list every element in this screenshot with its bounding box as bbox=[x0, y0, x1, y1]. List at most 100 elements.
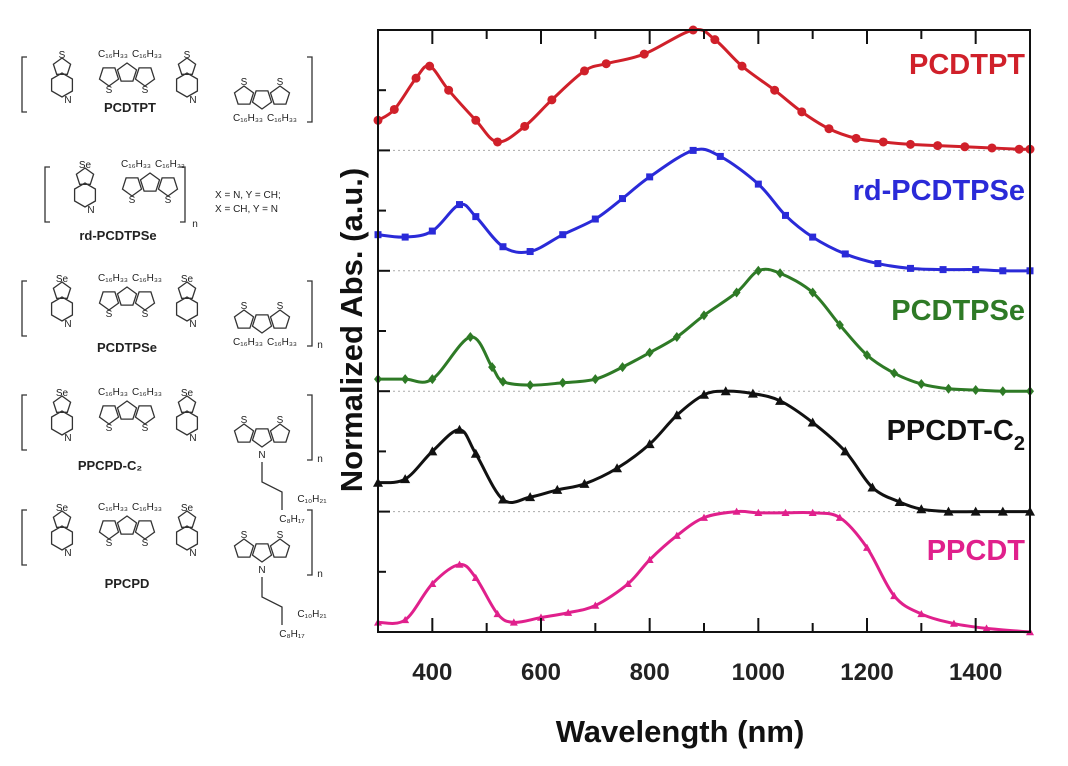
thiophene-ring bbox=[134, 291, 156, 311]
alkyl-chain-label: C₁₆H₃₃ bbox=[98, 387, 128, 398]
data-point bbox=[537, 613, 545, 621]
pyridine-ring bbox=[175, 525, 199, 551]
thiophene-ring bbox=[269, 423, 291, 443]
chalcogenadiazole-ring bbox=[52, 57, 72, 75]
data-point bbox=[552, 484, 563, 494]
sulfur-label: S bbox=[142, 309, 149, 320]
alkyl-chain-bond bbox=[261, 577, 283, 625]
series-label: rd-PCDTPSe bbox=[853, 175, 1025, 207]
data-point bbox=[808, 287, 817, 298]
data-point bbox=[754, 265, 763, 276]
data-point bbox=[933, 141, 943, 151]
data-point bbox=[645, 347, 654, 358]
sulfur-label: S bbox=[277, 530, 284, 541]
axis-ticks bbox=[378, 30, 1031, 632]
heteroatom-label: Se bbox=[56, 274, 69, 285]
spectrum-line bbox=[377, 509, 1031, 634]
cyclopentadiene-ring bbox=[251, 314, 273, 334]
data-point bbox=[944, 383, 953, 394]
pyridine-ring bbox=[50, 72, 74, 98]
polymer-bracket bbox=[307, 56, 313, 123]
data-point bbox=[809, 233, 817, 241]
series-pcdtpse bbox=[374, 265, 1034, 397]
data-point bbox=[747, 388, 758, 398]
pyridine-ring bbox=[175, 410, 199, 436]
data-point bbox=[454, 424, 465, 434]
series-ppcdt bbox=[374, 507, 1034, 636]
data-point bbox=[917, 609, 926, 618]
data-point bbox=[411, 73, 421, 83]
data-point bbox=[526, 380, 535, 391]
data-point bbox=[591, 215, 599, 223]
data-point bbox=[960, 142, 970, 152]
sulfur-label: S bbox=[241, 301, 248, 312]
pyridine-ring bbox=[175, 296, 199, 322]
series-rd-pcdtpse bbox=[374, 146, 1034, 275]
data-point bbox=[916, 504, 927, 514]
data-point bbox=[564, 608, 573, 616]
repeat-subscript: n bbox=[317, 340, 323, 351]
data-point bbox=[428, 227, 436, 235]
alkyl-chain-label: C₁₆H₃₃ bbox=[98, 502, 128, 513]
alkyl-chain-label: C₁₆H₃₃ bbox=[98, 273, 128, 284]
x-tick-labels: 400 600 800 1000 1200 1400 bbox=[412, 659, 1002, 686]
chalcogenadiazole-ring bbox=[177, 57, 197, 75]
structure-pcdtpt: S N S S C₁₆H₃₃ C₁₆H₃₃ S N S S C₁₆H₃₃ C₁₆H₃₃ PCDTPT bbox=[21, 49, 313, 124]
data-point bbox=[623, 579, 632, 588]
chalcogenadiazole-ring bbox=[75, 167, 95, 185]
thiophene-ring bbox=[269, 85, 291, 105]
thiophene-ring bbox=[134, 520, 156, 540]
data-point bbox=[493, 609, 502, 618]
data-point bbox=[612, 463, 623, 473]
series-label: PCDTPSe bbox=[891, 295, 1025, 327]
sulfur-label: S bbox=[106, 538, 113, 549]
data-point bbox=[987, 143, 997, 153]
data-point bbox=[401, 374, 410, 385]
data-point bbox=[841, 250, 849, 258]
spectrum-line bbox=[377, 267, 1031, 393]
pyridine-ring bbox=[73, 182, 97, 208]
data-point bbox=[639, 49, 649, 59]
heteroatom-label: S bbox=[59, 50, 66, 61]
repeat-subscript: n bbox=[317, 569, 323, 580]
chalcogenadiazole-ring bbox=[177, 281, 197, 299]
sulfur-label: S bbox=[277, 415, 284, 426]
data-point bbox=[525, 492, 536, 502]
thiophene-ring bbox=[233, 309, 255, 329]
polymer-bracket bbox=[21, 509, 27, 566]
sulfur-label: S bbox=[165, 195, 172, 206]
data-point bbox=[808, 508, 817, 517]
data-point bbox=[775, 395, 786, 405]
data-point bbox=[671, 410, 682, 420]
cyclopentadiene-ring bbox=[139, 172, 161, 192]
sulfur-label: S bbox=[106, 85, 113, 96]
structure-pcdtpse: Se N S S C₁₆H₃₃ C₁₆H₃₃ Se N S S C₁₆H₃₃ C₁₆H₃₃ n PCDTP… bbox=[21, 273, 323, 355]
series-labels: PCDTPT rd-PCDTPSe PCDTPSe PPCDT-C2 PPCDT bbox=[853, 49, 1026, 567]
heteroatom-label: S bbox=[184, 50, 191, 61]
data-point bbox=[472, 213, 480, 221]
cyclopentadiene-ring bbox=[116, 400, 138, 420]
data-point bbox=[499, 243, 507, 251]
thiophene-ring bbox=[269, 538, 291, 558]
data-point bbox=[890, 591, 899, 600]
data-point bbox=[619, 195, 626, 203]
x-tick-label: 400 bbox=[412, 659, 452, 686]
data-point bbox=[835, 513, 844, 521]
pyridine-ring bbox=[50, 296, 74, 322]
data-point bbox=[949, 619, 958, 627]
pyridine-ring bbox=[50, 410, 74, 436]
structure-name-label: PPCPD-C₂ bbox=[78, 458, 143, 473]
spectrum-line bbox=[377, 27, 1031, 151]
data-point bbox=[591, 374, 600, 385]
data-point bbox=[466, 332, 475, 343]
data-point bbox=[999, 267, 1007, 275]
data-point bbox=[488, 362, 497, 373]
data-point bbox=[997, 506, 1008, 516]
data-point bbox=[840, 446, 851, 456]
alkyl-chain-label: C₁₆H₃₃ bbox=[132, 387, 162, 398]
data-point bbox=[579, 478, 590, 488]
data-point bbox=[401, 233, 409, 241]
alkyl-chain-label: C₁₆H₃₃ bbox=[132, 502, 162, 513]
data-point bbox=[646, 173, 654, 181]
data-point bbox=[732, 507, 741, 515]
